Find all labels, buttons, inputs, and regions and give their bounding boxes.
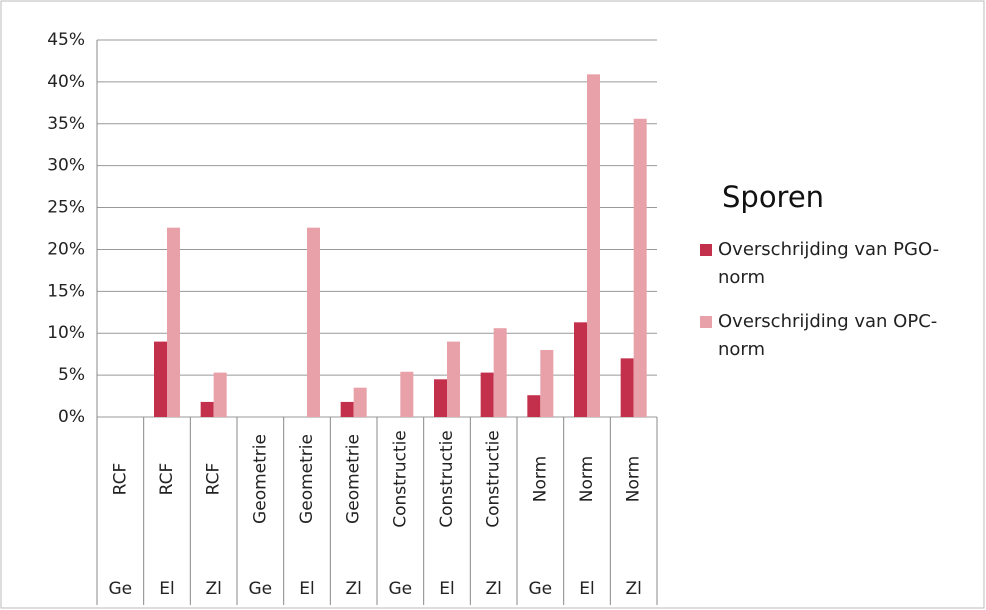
x-tick-label: Constructie (484, 430, 504, 528)
bar (574, 322, 587, 417)
bar (587, 74, 600, 418)
bar (400, 371, 414, 417)
legend-swatch (700, 316, 712, 328)
bar (527, 395, 541, 417)
bar (620, 358, 634, 417)
bar (633, 118, 647, 418)
legend-entry: Overschrijding van PGO-norm (700, 236, 970, 292)
x-tick-label: RCF (157, 463, 177, 496)
bar (154, 341, 167, 417)
legend-label: Overschrijding van OPC-norm (718, 311, 938, 360)
y-tick-label: 20% (47, 239, 85, 259)
legend-label: Overschrijding van PGO-norm (718, 239, 940, 288)
bar (434, 379, 447, 417)
x-tick-label: Norm (624, 456, 644, 502)
x-tick-label: Geometrie (250, 434, 270, 524)
x-subcategory-label: Ge (249, 579, 273, 599)
x-tick-label: RCF (204, 463, 224, 496)
y-tick-label: 35% (47, 114, 85, 134)
x-subcategory-label: Zl (625, 579, 641, 599)
y-tick-label: 30% (47, 156, 85, 176)
bar (540, 349, 554, 417)
bar (340, 401, 354, 417)
bar (167, 227, 180, 417)
y-tick-label: 40% (47, 72, 85, 92)
bar (200, 401, 214, 417)
x-subcategory-label: El (579, 579, 594, 599)
x-subcategory-label: Ge (529, 579, 553, 599)
x-tick-label: Norm (577, 456, 597, 502)
bar (493, 328, 507, 417)
x-tick-label: Constructie (390, 430, 410, 528)
x-subcategory-label: Zl (205, 579, 221, 599)
x-subcategory-label: El (439, 579, 454, 599)
y-tick-label: 5% (58, 365, 85, 385)
bar (447, 341, 460, 417)
bar (353, 387, 367, 417)
bar (307, 227, 320, 417)
x-subcategory-label: Ge (389, 579, 413, 599)
x-tick-label: Constructie (437, 430, 457, 528)
y-tick-label: 25% (47, 198, 85, 218)
x-subcategory-label: Zl (485, 579, 501, 599)
y-tick-label: 15% (47, 281, 85, 301)
y-tick-label: 10% (47, 323, 85, 343)
x-subcategory-label: Ge (109, 579, 133, 599)
legend-swatch (700, 244, 712, 256)
x-subcategory-label: El (159, 579, 174, 599)
legend-title: Sporen (722, 180, 825, 214)
x-subcategory-label: El (299, 579, 314, 599)
legend: Sporen Overschrijding van PGO-norm Oversc… (700, 180, 970, 380)
x-subcategory-label: Zl (345, 579, 361, 599)
y-tick-label: 45% (47, 30, 85, 50)
legend-entry: Overschrijding van OPC-norm (700, 308, 970, 364)
x-tick-label: Geometrie (344, 434, 364, 524)
x-tick-label: Geometrie (297, 434, 317, 524)
x-tick-label: Norm (530, 456, 550, 502)
bar (213, 372, 227, 417)
x-tick-label: RCF (110, 463, 130, 496)
y-tick-label: 0% (58, 407, 85, 427)
bar (480, 372, 494, 417)
